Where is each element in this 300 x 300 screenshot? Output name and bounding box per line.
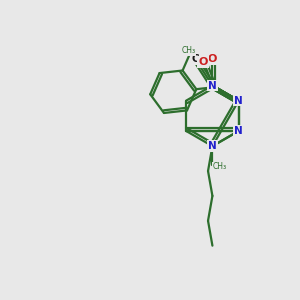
Text: N: N <box>208 141 217 151</box>
Text: N: N <box>234 126 243 136</box>
Text: CH₃: CH₃ <box>181 46 195 55</box>
Text: CH₃: CH₃ <box>213 162 227 171</box>
Text: N: N <box>208 80 217 91</box>
Text: C: C <box>191 54 199 64</box>
Text: O: O <box>198 57 208 67</box>
Text: N: N <box>234 96 243 106</box>
Text: O: O <box>208 54 217 64</box>
